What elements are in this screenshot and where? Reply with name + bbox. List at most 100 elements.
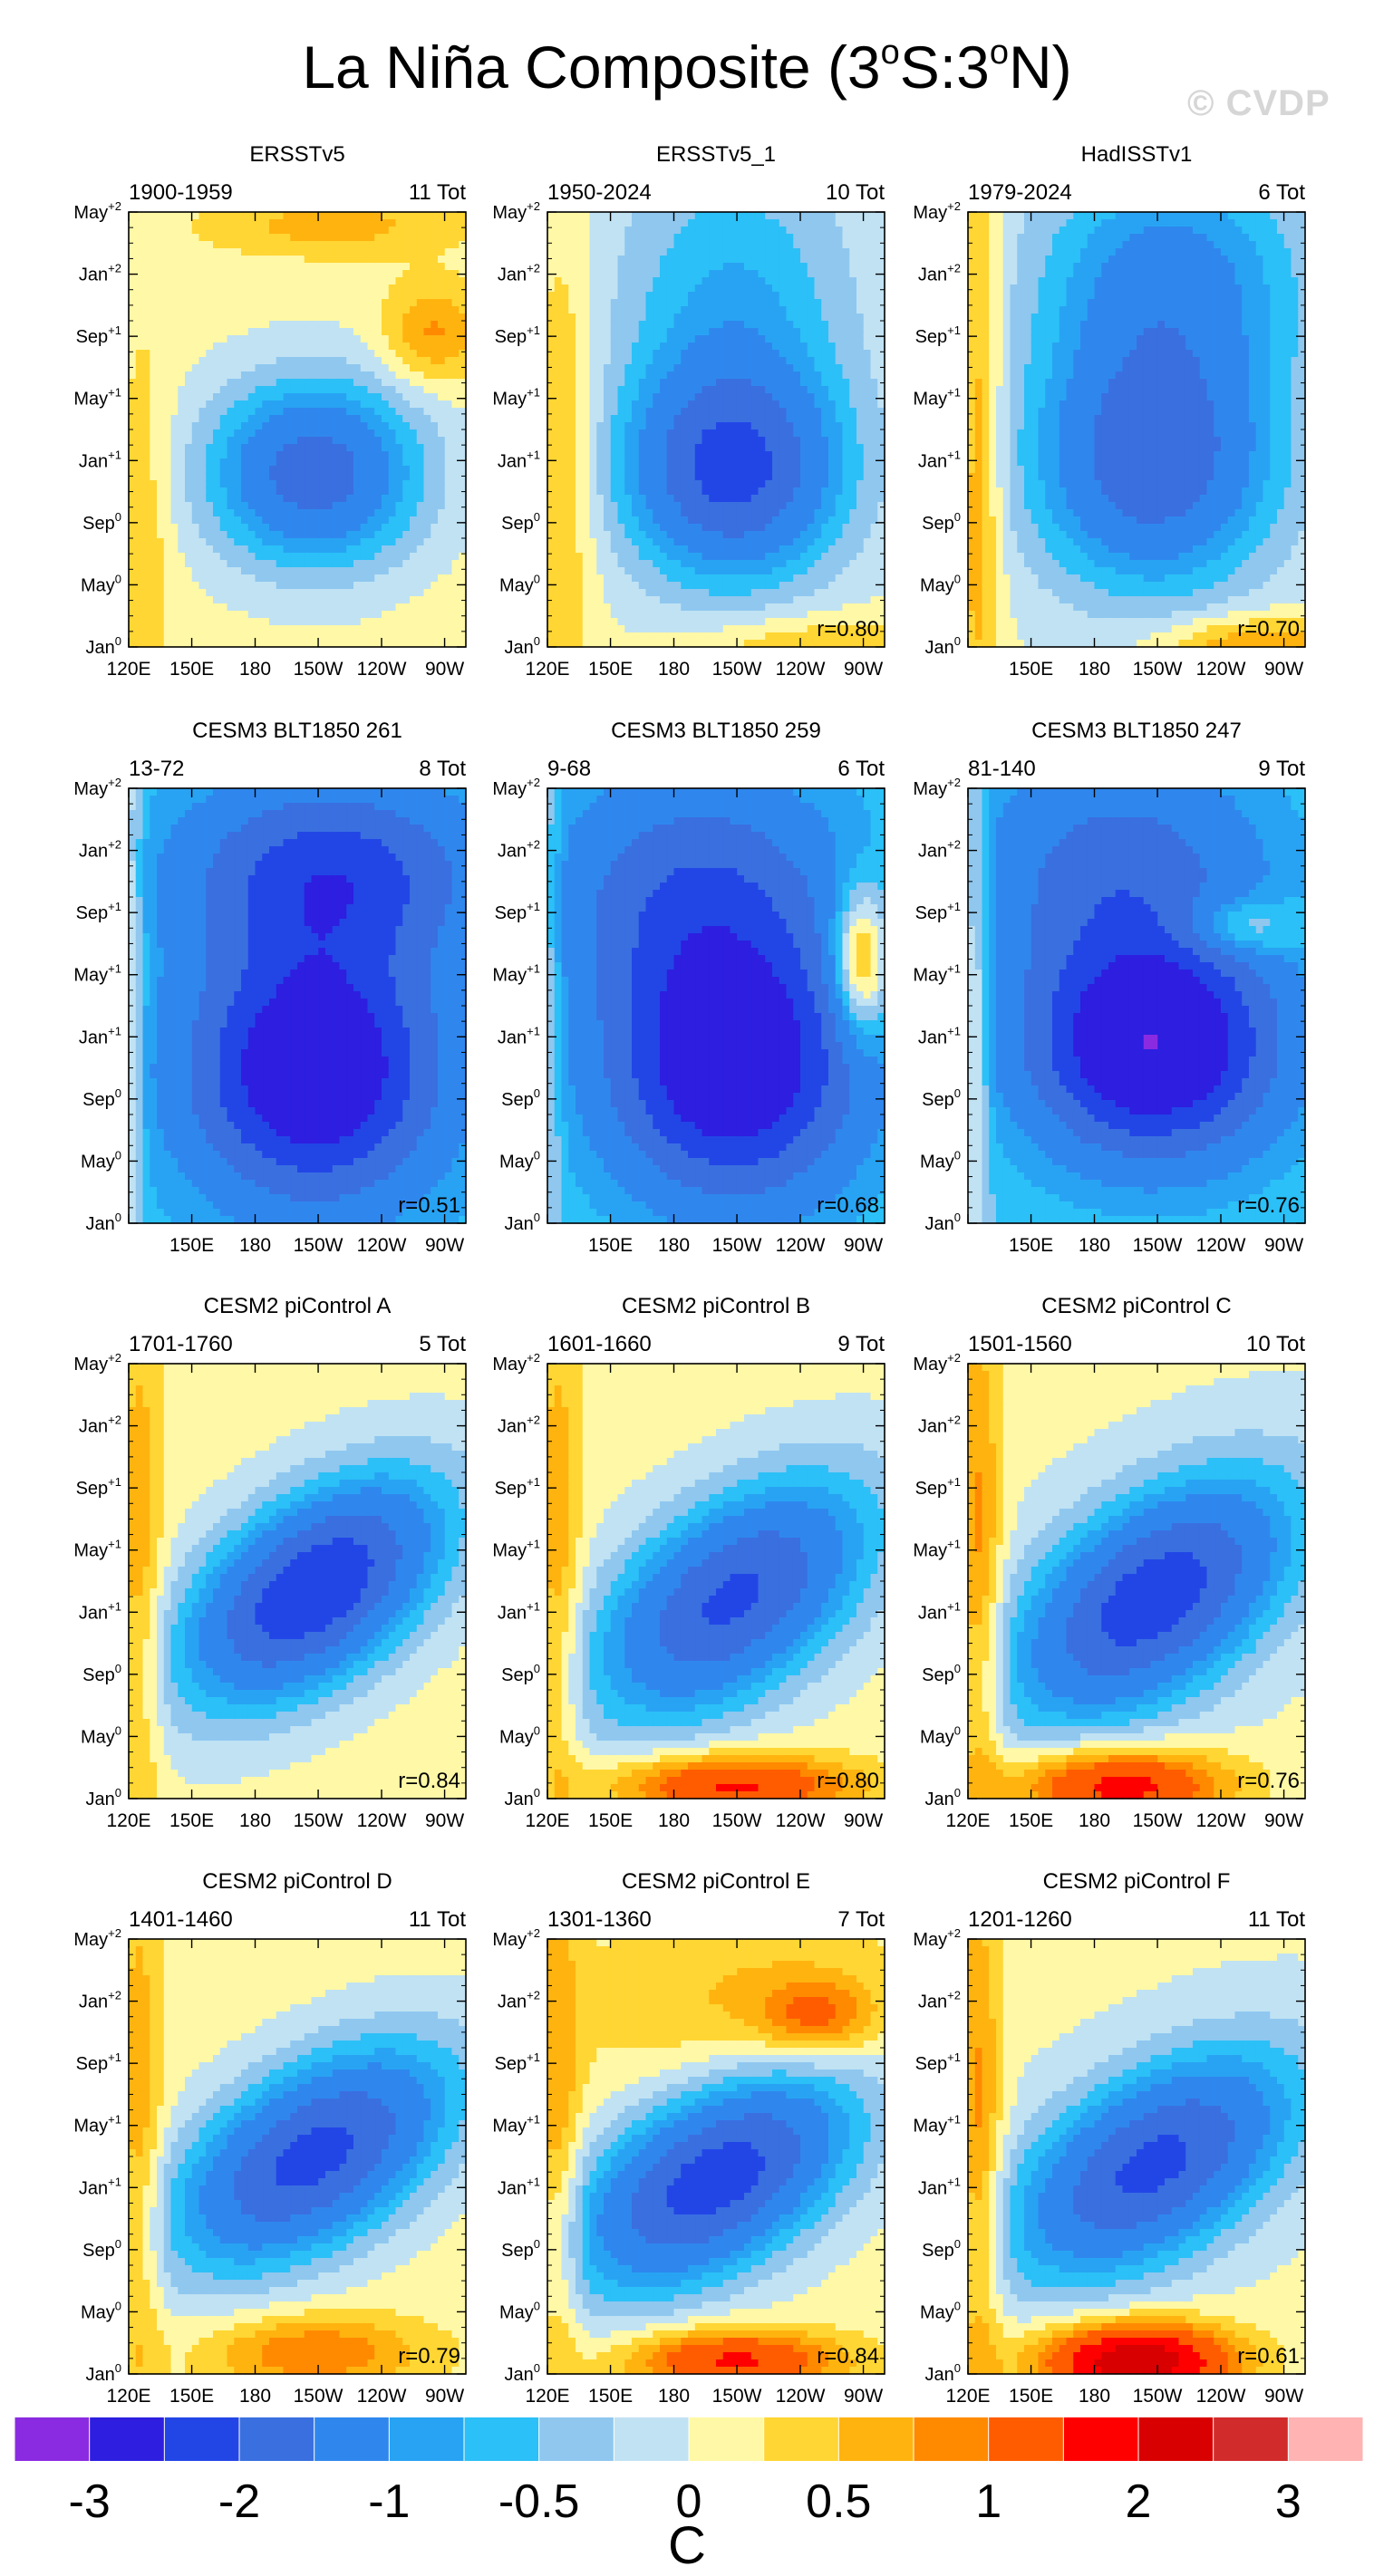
heat-cell xyxy=(199,545,207,554)
heat-cell xyxy=(227,422,235,430)
heat-cell xyxy=(143,248,150,256)
heat-cell xyxy=(213,350,220,358)
heat-cell xyxy=(150,582,157,590)
heat-cell xyxy=(150,292,157,300)
heat-cell xyxy=(129,285,136,293)
heat-cell xyxy=(129,524,136,532)
heat-cell xyxy=(171,408,179,416)
heat-cell xyxy=(171,393,179,401)
heat-cell xyxy=(150,299,157,307)
heat-cell xyxy=(157,241,164,249)
heat-cell xyxy=(206,553,213,561)
heat-cell xyxy=(192,422,199,430)
heat-cell xyxy=(164,502,171,510)
heat-cell xyxy=(206,509,213,517)
heat-cell xyxy=(171,343,179,351)
heat-cell xyxy=(129,502,136,510)
heat-cell xyxy=(192,458,199,467)
heat-cell xyxy=(185,277,192,285)
heat-cell xyxy=(150,248,157,256)
heat-cell xyxy=(171,328,179,336)
heat-cell xyxy=(206,241,213,249)
heat-cell xyxy=(185,429,192,438)
heat-cell xyxy=(227,393,235,401)
heat-cell xyxy=(129,473,136,481)
heat-cell xyxy=(171,285,179,293)
heat-cell xyxy=(157,285,164,293)
heat-cell xyxy=(227,582,235,590)
heat-cell xyxy=(220,502,227,510)
heat-cell xyxy=(164,538,171,546)
heat-cell xyxy=(136,256,143,264)
heat-cell xyxy=(164,603,171,612)
heat-cell xyxy=(220,516,227,525)
heat-cell xyxy=(164,270,171,278)
heat-cell xyxy=(220,227,227,235)
heat-cell xyxy=(129,400,136,409)
heat-cell xyxy=(143,415,150,423)
heat-cell xyxy=(199,625,207,633)
heat-cell xyxy=(185,234,192,242)
heat-cell xyxy=(150,357,157,365)
heat-cell xyxy=(129,393,136,401)
heat-cell xyxy=(220,415,227,423)
heat-cell xyxy=(129,314,136,322)
heat-cell xyxy=(136,473,143,481)
heat-cell xyxy=(164,263,171,271)
heat-cell xyxy=(192,553,199,561)
heat-cell xyxy=(129,531,136,539)
heat-cell xyxy=(220,277,227,285)
heat-cell xyxy=(199,560,207,568)
heat-cell xyxy=(150,393,157,401)
heat-cell xyxy=(213,335,220,343)
heat-cell xyxy=(178,285,185,293)
heat-cell xyxy=(143,444,150,452)
heat-cell xyxy=(192,545,199,554)
heat-cell xyxy=(157,270,164,278)
heat-cell xyxy=(185,553,192,561)
heat-cell xyxy=(164,292,171,300)
heat-cell xyxy=(199,277,207,285)
heat-cell xyxy=(150,256,157,264)
heat-cell xyxy=(157,466,164,474)
heat-cell xyxy=(157,400,164,409)
heat-cell xyxy=(213,256,220,264)
heat-cell xyxy=(206,256,213,264)
heat-cell xyxy=(206,611,213,619)
heat-cell xyxy=(220,285,227,293)
heat-cell xyxy=(206,560,213,568)
heat-cell xyxy=(150,589,157,597)
heat-cell xyxy=(129,277,136,285)
heat-cell xyxy=(143,321,150,329)
heat-cell xyxy=(150,502,157,510)
heat-cell xyxy=(227,524,235,532)
heat-cell xyxy=(150,328,157,336)
heat-cell xyxy=(178,386,185,394)
heat-cell xyxy=(192,314,199,322)
heat-cell xyxy=(227,531,235,539)
heat-cell xyxy=(143,335,150,343)
heat-cell xyxy=(157,531,164,539)
heat-cell xyxy=(150,560,157,568)
heat-cell xyxy=(178,495,185,503)
heat-cell xyxy=(143,603,150,612)
heat-cell xyxy=(227,234,235,242)
heat-cell xyxy=(220,574,227,583)
heat-cell xyxy=(129,582,136,590)
heat-cell xyxy=(199,429,207,438)
heat-cell xyxy=(171,531,179,539)
heat-cell xyxy=(185,574,192,583)
heat-cell xyxy=(213,357,220,365)
heat-cell xyxy=(178,227,185,235)
heat-cell xyxy=(206,393,213,401)
heat-cell xyxy=(227,364,235,372)
heat-cell xyxy=(143,531,150,539)
heat-cell xyxy=(178,574,185,583)
heat-cell xyxy=(171,538,179,546)
heat-cell xyxy=(213,321,220,329)
heat-cell xyxy=(192,451,199,459)
heat-cell xyxy=(129,422,136,430)
heat-cell xyxy=(171,379,179,387)
heat-cell xyxy=(178,538,185,546)
heat-cell xyxy=(129,611,136,619)
